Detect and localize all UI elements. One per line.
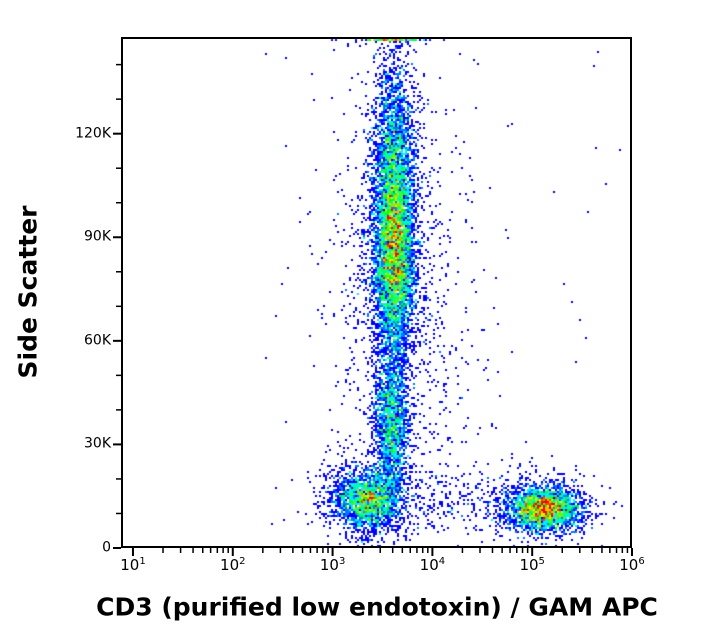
x-tick-label: 105 <box>519 556 545 574</box>
y-tick-label: 90K <box>84 228 111 245</box>
x-tick-label: 102 <box>220 556 246 574</box>
y-tick-label: 0 <box>102 539 111 556</box>
y-tick-label: 60K <box>84 332 111 349</box>
x-tick-label: 103 <box>319 556 346 574</box>
y-tick-label: 120K <box>75 125 111 142</box>
x-tick-label: 104 <box>419 556 446 574</box>
y-tick-label: 30K <box>84 436 111 453</box>
x-tick-label: 106 <box>619 556 645 574</box>
y-axis-title: Side Scatter <box>13 205 43 379</box>
density-scatter-canvas <box>121 37 632 548</box>
x-tick-label: 101 <box>120 556 146 574</box>
x-axis-title: CD3 (purified low endotoxin) / GAM APC <box>96 592 658 622</box>
